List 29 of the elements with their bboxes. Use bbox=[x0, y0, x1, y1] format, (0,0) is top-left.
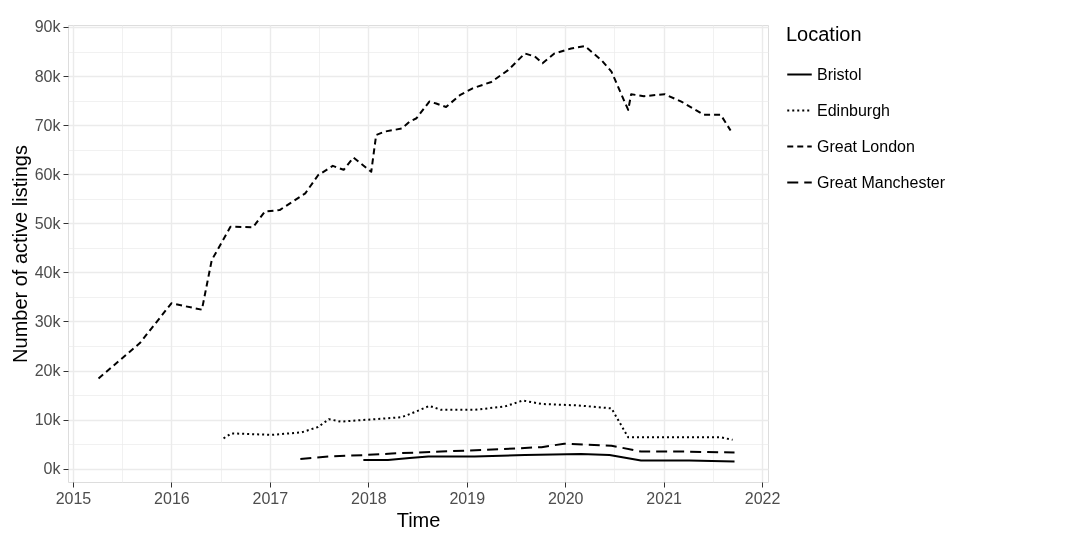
y-tick-label: 40k bbox=[34, 263, 62, 281]
line-series bbox=[362, 453, 736, 463]
y-tick-label: 20k bbox=[34, 362, 62, 380]
y-axis-title: Number of active listings bbox=[8, 145, 31, 363]
x-axis-title: Time bbox=[396, 508, 441, 531]
y-tick-label: 90k bbox=[34, 18, 62, 36]
legend-label: Great Manchester bbox=[817, 173, 946, 191]
line-series bbox=[222, 399, 734, 441]
x-tick-label: 2017 bbox=[252, 489, 289, 507]
x-tick-label: 2018 bbox=[350, 489, 387, 507]
x-tick-label: 2020 bbox=[547, 489, 584, 507]
y-tick-label: 0k bbox=[43, 460, 62, 478]
legend-label: Bristol bbox=[817, 65, 862, 83]
y-tick-label: 80k bbox=[34, 67, 62, 85]
legend-label: Edinburgh bbox=[817, 101, 890, 119]
y-tick-label: 10k bbox=[34, 411, 62, 429]
x-tick-label: 2016 bbox=[154, 489, 190, 507]
legend-label: Great London bbox=[817, 137, 915, 155]
y-tick-label: 60k bbox=[34, 165, 62, 183]
y-tick-label: 70k bbox=[34, 116, 62, 134]
x-tick-label: 2019 bbox=[449, 489, 486, 507]
y-tick-label: 50k bbox=[34, 214, 62, 232]
y-tick-label: 30k bbox=[34, 312, 62, 330]
x-tick-label: 2015 bbox=[55, 489, 92, 507]
x-tick-label: 2021 bbox=[646, 489, 683, 507]
line-series bbox=[97, 45, 732, 380]
legend-title: Location bbox=[786, 23, 862, 45]
line-series bbox=[299, 442, 736, 460]
x-tick-label: 2022 bbox=[744, 489, 781, 507]
